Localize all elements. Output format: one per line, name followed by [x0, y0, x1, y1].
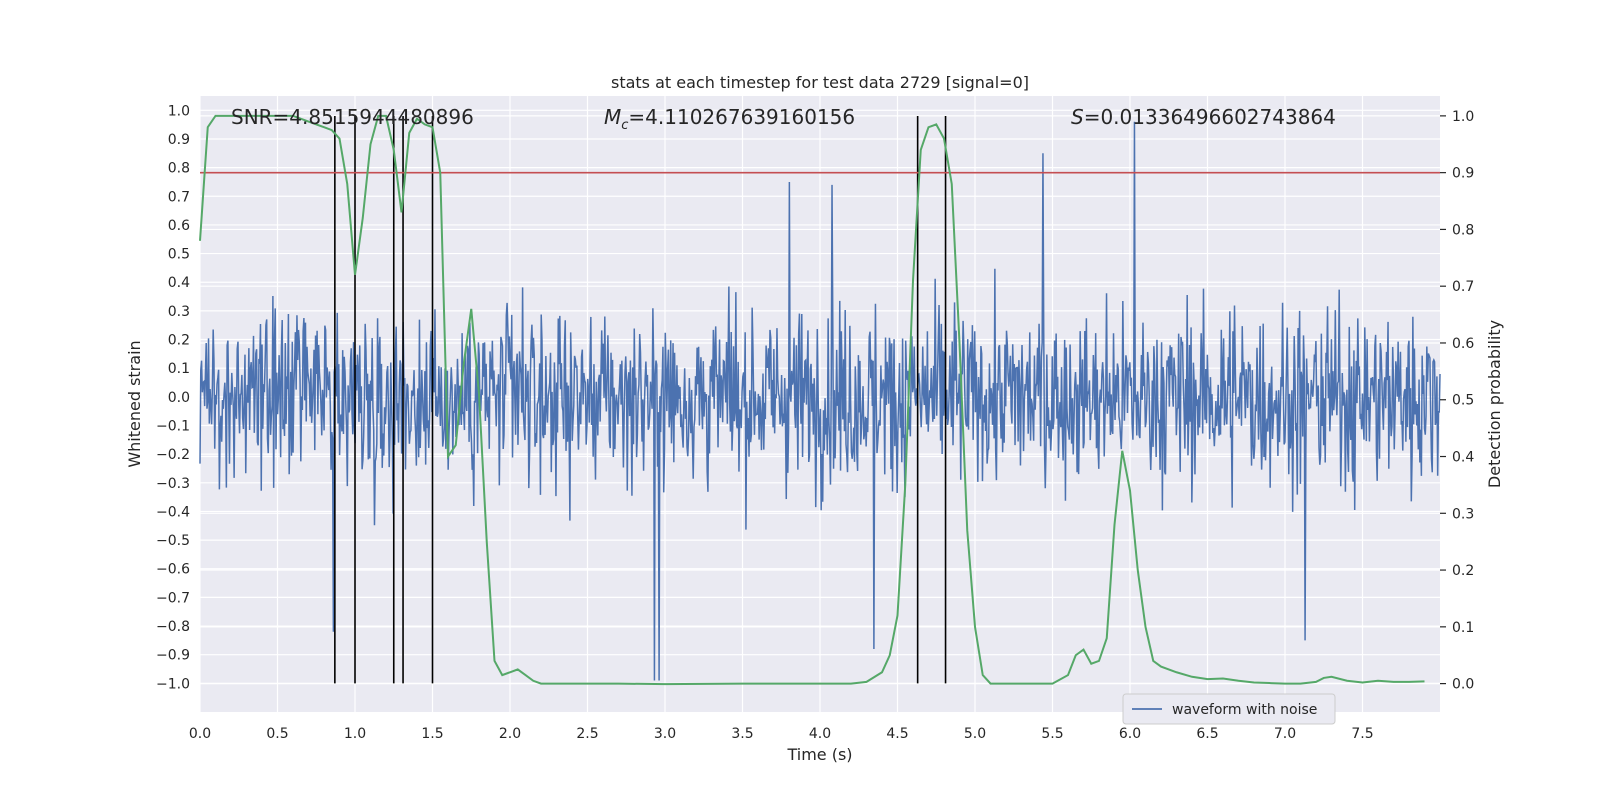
right-y-tick-label: 0.6	[1452, 336, 1474, 352]
left-y-tick-label: 0.6	[168, 218, 190, 234]
x-tick-label: 1.5	[421, 726, 443, 742]
left-y-tick-label: 0.8	[168, 161, 190, 177]
left-y-tick-label: 0.4	[168, 275, 190, 291]
x-tick-label: 7.0	[1274, 726, 1296, 742]
x-tick-label: 4.0	[809, 726, 831, 742]
right-y-tick-label: 0.4	[1452, 450, 1474, 466]
left-y-tick-label: 0.1	[168, 361, 190, 377]
x-tick-label: 5.0	[964, 726, 986, 742]
left-y-tick-label: −0.2	[156, 447, 190, 463]
x-tick-label: 0.5	[266, 726, 288, 742]
left-y-tick-label: −0.7	[156, 590, 190, 606]
x-tick-label: 2.5	[576, 726, 598, 742]
s-annotation: S=0.01336496602743864	[1071, 105, 1336, 129]
left-y-tick-label: −0.9	[156, 648, 190, 664]
left-y-axis-label: Whitened strain	[125, 340, 144, 467]
x-axis-label: Time (s)	[786, 745, 852, 764]
s-value: =0.01336496602743864	[1084, 105, 1336, 129]
right-y-axis-ticks: 1.0 0.9 0.8 0.7 0.6 0.5 0.4 0.3 0.2 0.1 0.0	[1440, 109, 1474, 693]
vertical-markers	[334, 116, 947, 684]
x-tick-label: 3.5	[731, 726, 753, 742]
left-y-tick-label: 0.7	[168, 189, 190, 205]
right-y-tick-label: 0.1	[1452, 620, 1474, 636]
right-y-tick-label: 0.9	[1452, 166, 1474, 182]
left-y-tick-label: −0.1	[156, 418, 190, 434]
x-tick-label: 7.5	[1351, 726, 1373, 742]
x-tick-label: 6.0	[1119, 726, 1141, 742]
x-axis-ticks: 0.0 0.5 1.0 1.5 2.0 2.5 3.0 3.5 4.0 4.5 5.0 5.5 6.0 6…	[189, 726, 1374, 742]
detection-probability-series	[199, 114, 1425, 686]
legend-waveform-label: waveform with noise	[1172, 702, 1317, 718]
x-tick-label: 5.5	[1041, 726, 1063, 742]
left-y-tick-label: −0.3	[156, 476, 190, 492]
left-y-tick-label: −1.0	[156, 676, 190, 692]
x-tick-label: 2.0	[499, 726, 521, 742]
x-tick-label: 1.0	[344, 726, 366, 742]
chart-title: stats at each timestep for test data 272…	[611, 73, 1029, 92]
waveform-line	[199, 121, 1441, 681]
s-symbol: S	[1071, 105, 1084, 129]
waveform-series	[199, 121, 1441, 681]
right-y-tick-label: 0.3	[1452, 506, 1474, 522]
right-y-tick-label: 0.2	[1452, 563, 1474, 579]
x-tick-label: 6.5	[1196, 726, 1218, 742]
chirp-mass-symbol: M	[604, 105, 621, 129]
left-y-tick-label: 0.2	[168, 333, 190, 349]
left-y-tick-label: −0.4	[156, 504, 190, 520]
detection-probability-line	[199, 114, 1425, 686]
left-y-tick-label: 0.3	[168, 304, 190, 320]
right-y-tick-label: 0.8	[1452, 222, 1474, 238]
left-y-tick-label: −0.5	[156, 533, 190, 549]
chirp-mass-annotation: Mc=4.110267639160156	[604, 105, 855, 133]
snr-annotation: SNR=4.8515944480896	[231, 105, 474, 129]
legend[interactable]: waveform with noise	[1122, 693, 1336, 725]
right-y-tick-label: 1.0	[1452, 109, 1474, 125]
left-y-tick-label: 0.0	[168, 390, 190, 406]
right-y-tick-label: 0.0	[1452, 677, 1474, 693]
right-y-tick-label: 0.7	[1452, 279, 1474, 295]
left-y-axis-ticks: 1.0 0.9 0.8 0.7 0.6 0.5 0.4 0.3 0.2 0.1 0.0 −0.1 −0.…	[156, 103, 190, 692]
x-tick-label: 0.0	[189, 726, 211, 742]
x-tick-label: 3.0	[654, 726, 676, 742]
legend-box	[1122, 693, 1336, 725]
left-y-tick-label: 1.0	[168, 103, 190, 119]
right-y-axis-label: Detection probability	[1485, 320, 1504, 488]
right-y-tick-label: 0.5	[1452, 393, 1474, 409]
chirp-mass-subscript: c	[621, 118, 628, 133]
left-y-tick-label: −0.6	[156, 562, 190, 578]
left-y-tick-label: 0.9	[168, 132, 190, 148]
x-tick-label: 4.5	[886, 726, 908, 742]
left-y-tick-label: −0.8	[156, 619, 190, 635]
left-y-tick-label: 0.5	[168, 247, 190, 263]
chirp-mass-value: =4.110267639160156	[628, 105, 855, 129]
